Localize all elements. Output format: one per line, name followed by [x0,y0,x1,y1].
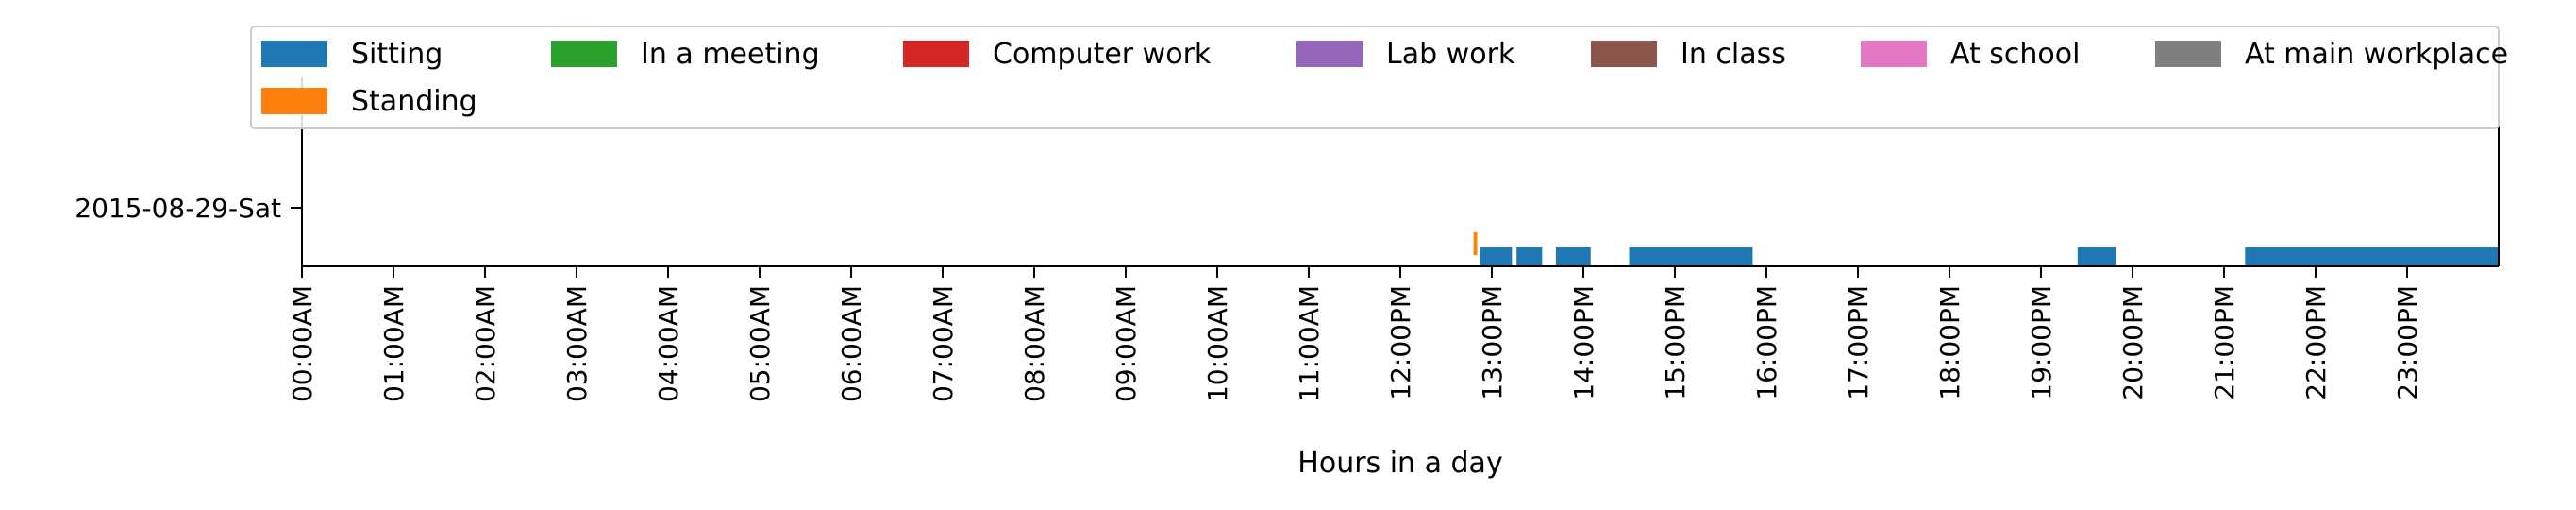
sitting-interval-2 [1516,247,1543,266]
legend-label-at-school: At school [1950,38,2080,71]
legend-label-sitting: Sitting [351,38,443,71]
sitting-interval-4 [1629,247,1753,266]
x-tick-label: 19:00PM [2026,285,2057,400]
legend-swatch-in-a-meeting [551,41,617,67]
legend-label-lab-work: Lab work [1386,38,1515,71]
legend-swatch-standing [261,88,327,114]
x-tick-label: 07:00AM [928,285,959,402]
legend-label-in-class: In class [1681,38,1786,71]
x-tick-label: 12:00PM [1385,285,1416,400]
sitting-interval-6 [2245,247,2499,266]
x-tick-label: 17:00PM [1843,285,1874,400]
legend-label-standing: Standing [351,85,477,118]
x-tick-label: 00:00AM [287,285,318,402]
legend-label-computer-work: Computer work [993,38,1212,71]
x-tick-label: 15:00PM [1660,285,1691,400]
legend-box [250,26,2500,129]
x-tick-label: 09:00AM [1111,285,1142,402]
legend-swatch-at-school [1861,41,1927,67]
axes: 2015-08-29-Sat 00:00AM 01:00AM 02:00AM 03:00… [75,77,2500,402]
x-tick-label: 05:00AM [744,285,776,402]
x-axis-label: Hours in a day [1297,447,1502,480]
legend: Sitting In a meeting Computer work Lab work… [250,26,2508,129]
plot-area [1473,232,2499,266]
x-tick-label: 16:00PM [1751,285,1782,400]
x-tick-label: 03:00AM [561,285,593,402]
x-tick-label: 04:00AM [653,285,684,402]
legend-swatch-computer-work [903,41,969,67]
x-tick-label: 14:00PM [1568,285,1599,400]
legend-label-at-main-workplace: At main workplace [2245,38,2508,71]
x-tick-label: 13:00PM [1477,285,1508,400]
x-tick-label: 06:00AM [836,285,867,402]
sitting-interval-1 [1480,247,1513,266]
sitting-interval-5 [2077,247,2116,266]
x-tick-label: 11:00AM [1294,285,1325,402]
y-tick-label: 2015-08-29-Sat [75,193,281,224]
standing-interval-1 [1473,232,1478,255]
x-tick-label: 18:00PM [1934,285,1965,400]
legend-label-in-a-meeting: In a meeting [641,38,820,71]
x-tick-label: 20:00PM [2117,285,2149,400]
x-tick-label: 08:00AM [1019,285,1050,402]
legend-swatch-in-class [1591,41,1657,67]
legend-swatch-sitting [261,41,327,67]
x-tick-label: 10:00AM [1202,285,1233,402]
legend-swatch-lab-work [1296,41,1363,67]
x-tick-label: 21:00PM [2209,285,2240,400]
legend-swatch-at-main-workplace [2155,41,2221,67]
x-tick-label: 23:00PM [2392,285,2423,400]
x-tick-label: 01:00AM [378,285,410,402]
x-tick-label: 02:00AM [470,285,501,402]
x-tick-label: 22:00PM [2300,285,2332,400]
sitting-interval-3 [1555,247,1591,266]
